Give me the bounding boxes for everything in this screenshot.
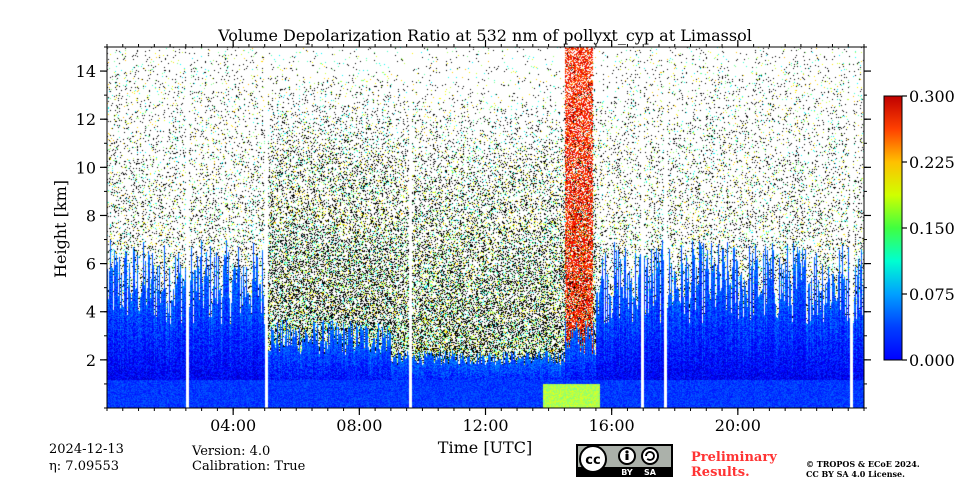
- y-tick-label: 4: [86, 303, 96, 322]
- preliminary-line1: Preliminary: [691, 450, 777, 465]
- x-tick-label: 12:00: [462, 416, 508, 435]
- cc-by-text: BY: [621, 468, 633, 477]
- version-label: Version: 4.0: [191, 444, 270, 459]
- x-axis-label: Time [UTC]: [438, 438, 532, 457]
- colorbar-tick-label: 0.000: [909, 351, 955, 370]
- colorbar-ticks: 0.000 0.075 0.150 0.225 0.300: [902, 87, 955, 370]
- colorbar-tick-label: 0.300: [909, 87, 955, 106]
- y-axis-label: Height [km]: [51, 180, 70, 278]
- colorbar-ramp: [883, 95, 903, 361]
- plot-area: [106, 46, 865, 409]
- copyright-line2: CC BY SA 4.0 License.: [806, 469, 905, 479]
- y-tick-label: 6: [86, 255, 96, 274]
- x-tick-label: 08:00: [336, 416, 382, 435]
- share-alike-icon: [641, 447, 659, 465]
- y-tick-label: 8: [86, 206, 96, 225]
- y-tick-label: 14: [76, 62, 96, 81]
- x-tick-label: 04:00: [210, 416, 256, 435]
- y-tick-label: 2: [86, 351, 96, 370]
- chart-title: Volume Depolarization Ratio at 532 nm of…: [217, 26, 752, 45]
- cc-sa-text: SA: [644, 468, 657, 477]
- colorbar: 0.000 0.075 0.150 0.225 0.300: [883, 87, 955, 370]
- cc-badge-text: cc: [585, 453, 600, 468]
- calibration-label: Calibration: True: [192, 459, 306, 474]
- colorbar-tick-label: 0.225: [909, 153, 955, 172]
- colorbar-tick-label: 0.075: [909, 285, 955, 304]
- preliminary-line2: Results.: [691, 465, 750, 480]
- date-label: 2024-12-13: [49, 442, 124, 457]
- cc-icon: [579, 445, 607, 473]
- x-tick-label: 20:00: [715, 416, 761, 435]
- colorbar-tick-label: 0.150: [909, 219, 955, 238]
- cc-by-sa-badge: cc BY SA: [576, 444, 673, 477]
- y-tick-label: 12: [76, 110, 96, 129]
- eta-label: η: 7.09553: [49, 459, 119, 474]
- heatmap-canvas: [107, 47, 864, 408]
- y-tick-label: 10: [76, 158, 96, 177]
- copyright-line1: © TROPOS & ECoE 2024.: [806, 459, 920, 469]
- y-axis: 2 4 6 8 10 12 14: [76, 46, 871, 409]
- x-axis: 04:00 08:00 12:00 16:00 20:00: [106, 40, 865, 435]
- x-tick-label: 16:00: [589, 416, 635, 435]
